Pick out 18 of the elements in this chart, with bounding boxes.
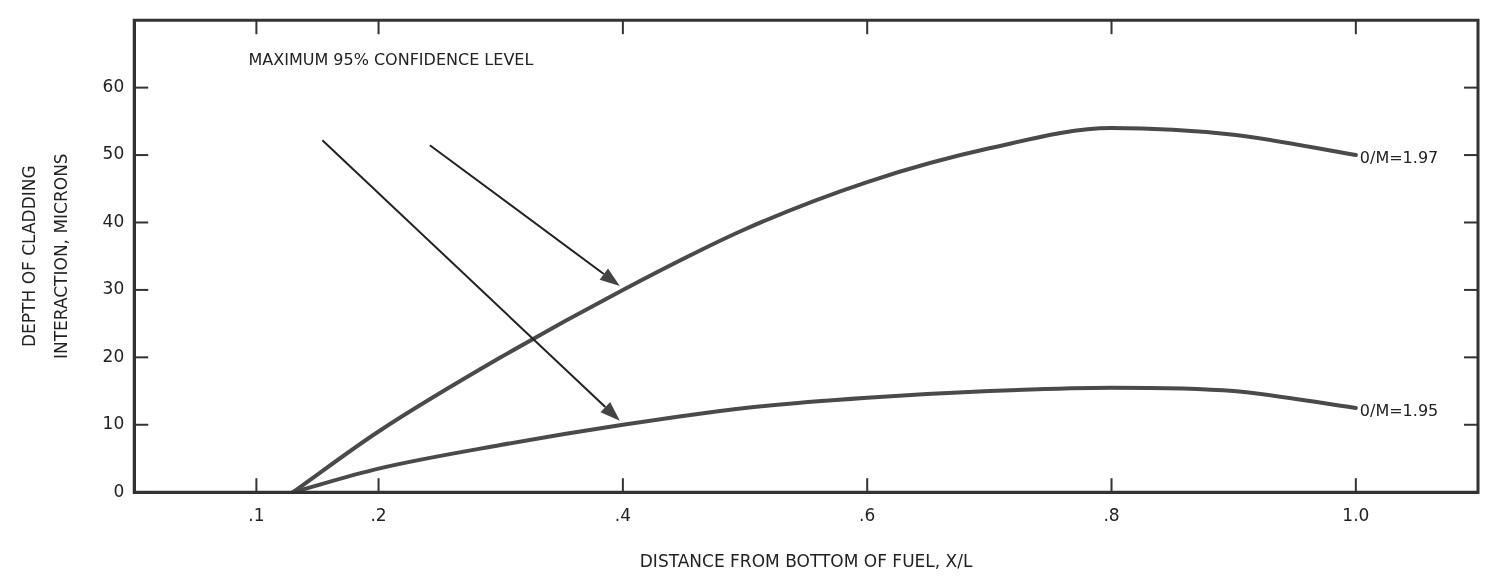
series-label: 0/M=1.97 [1359,148,1439,168]
y-tick-label: 20 [102,345,125,366]
x-tick-label: .6 [859,504,876,525]
x-tick-label: 1.0 [1342,504,1370,525]
series-label: 0/M=1.95 [1359,401,1439,421]
x-axis-title: DISTANCE FROM BOTTOM OF FUEL, X/L [639,551,973,572]
x-tick-label: .8 [1103,504,1120,525]
x-tick-label: .4 [614,504,631,525]
y-tick-label: 40 [102,210,125,231]
y-tick-label: 60 [102,76,125,97]
y-tick-label: 0 [113,480,125,501]
x-tick-label: .2 [370,504,387,525]
annotation: MAXIMUM 95% CONFIDENCE LEVEL [248,50,534,70]
y-tick-label: 10 [102,413,125,434]
y-tick-label: 30 [102,278,125,299]
y-tick-label: 50 [102,143,125,164]
y-axis-title: DEPTH OF CLADDING INTERACTION, MICRONS [18,153,71,360]
x-tick-label: .1 [248,504,265,525]
